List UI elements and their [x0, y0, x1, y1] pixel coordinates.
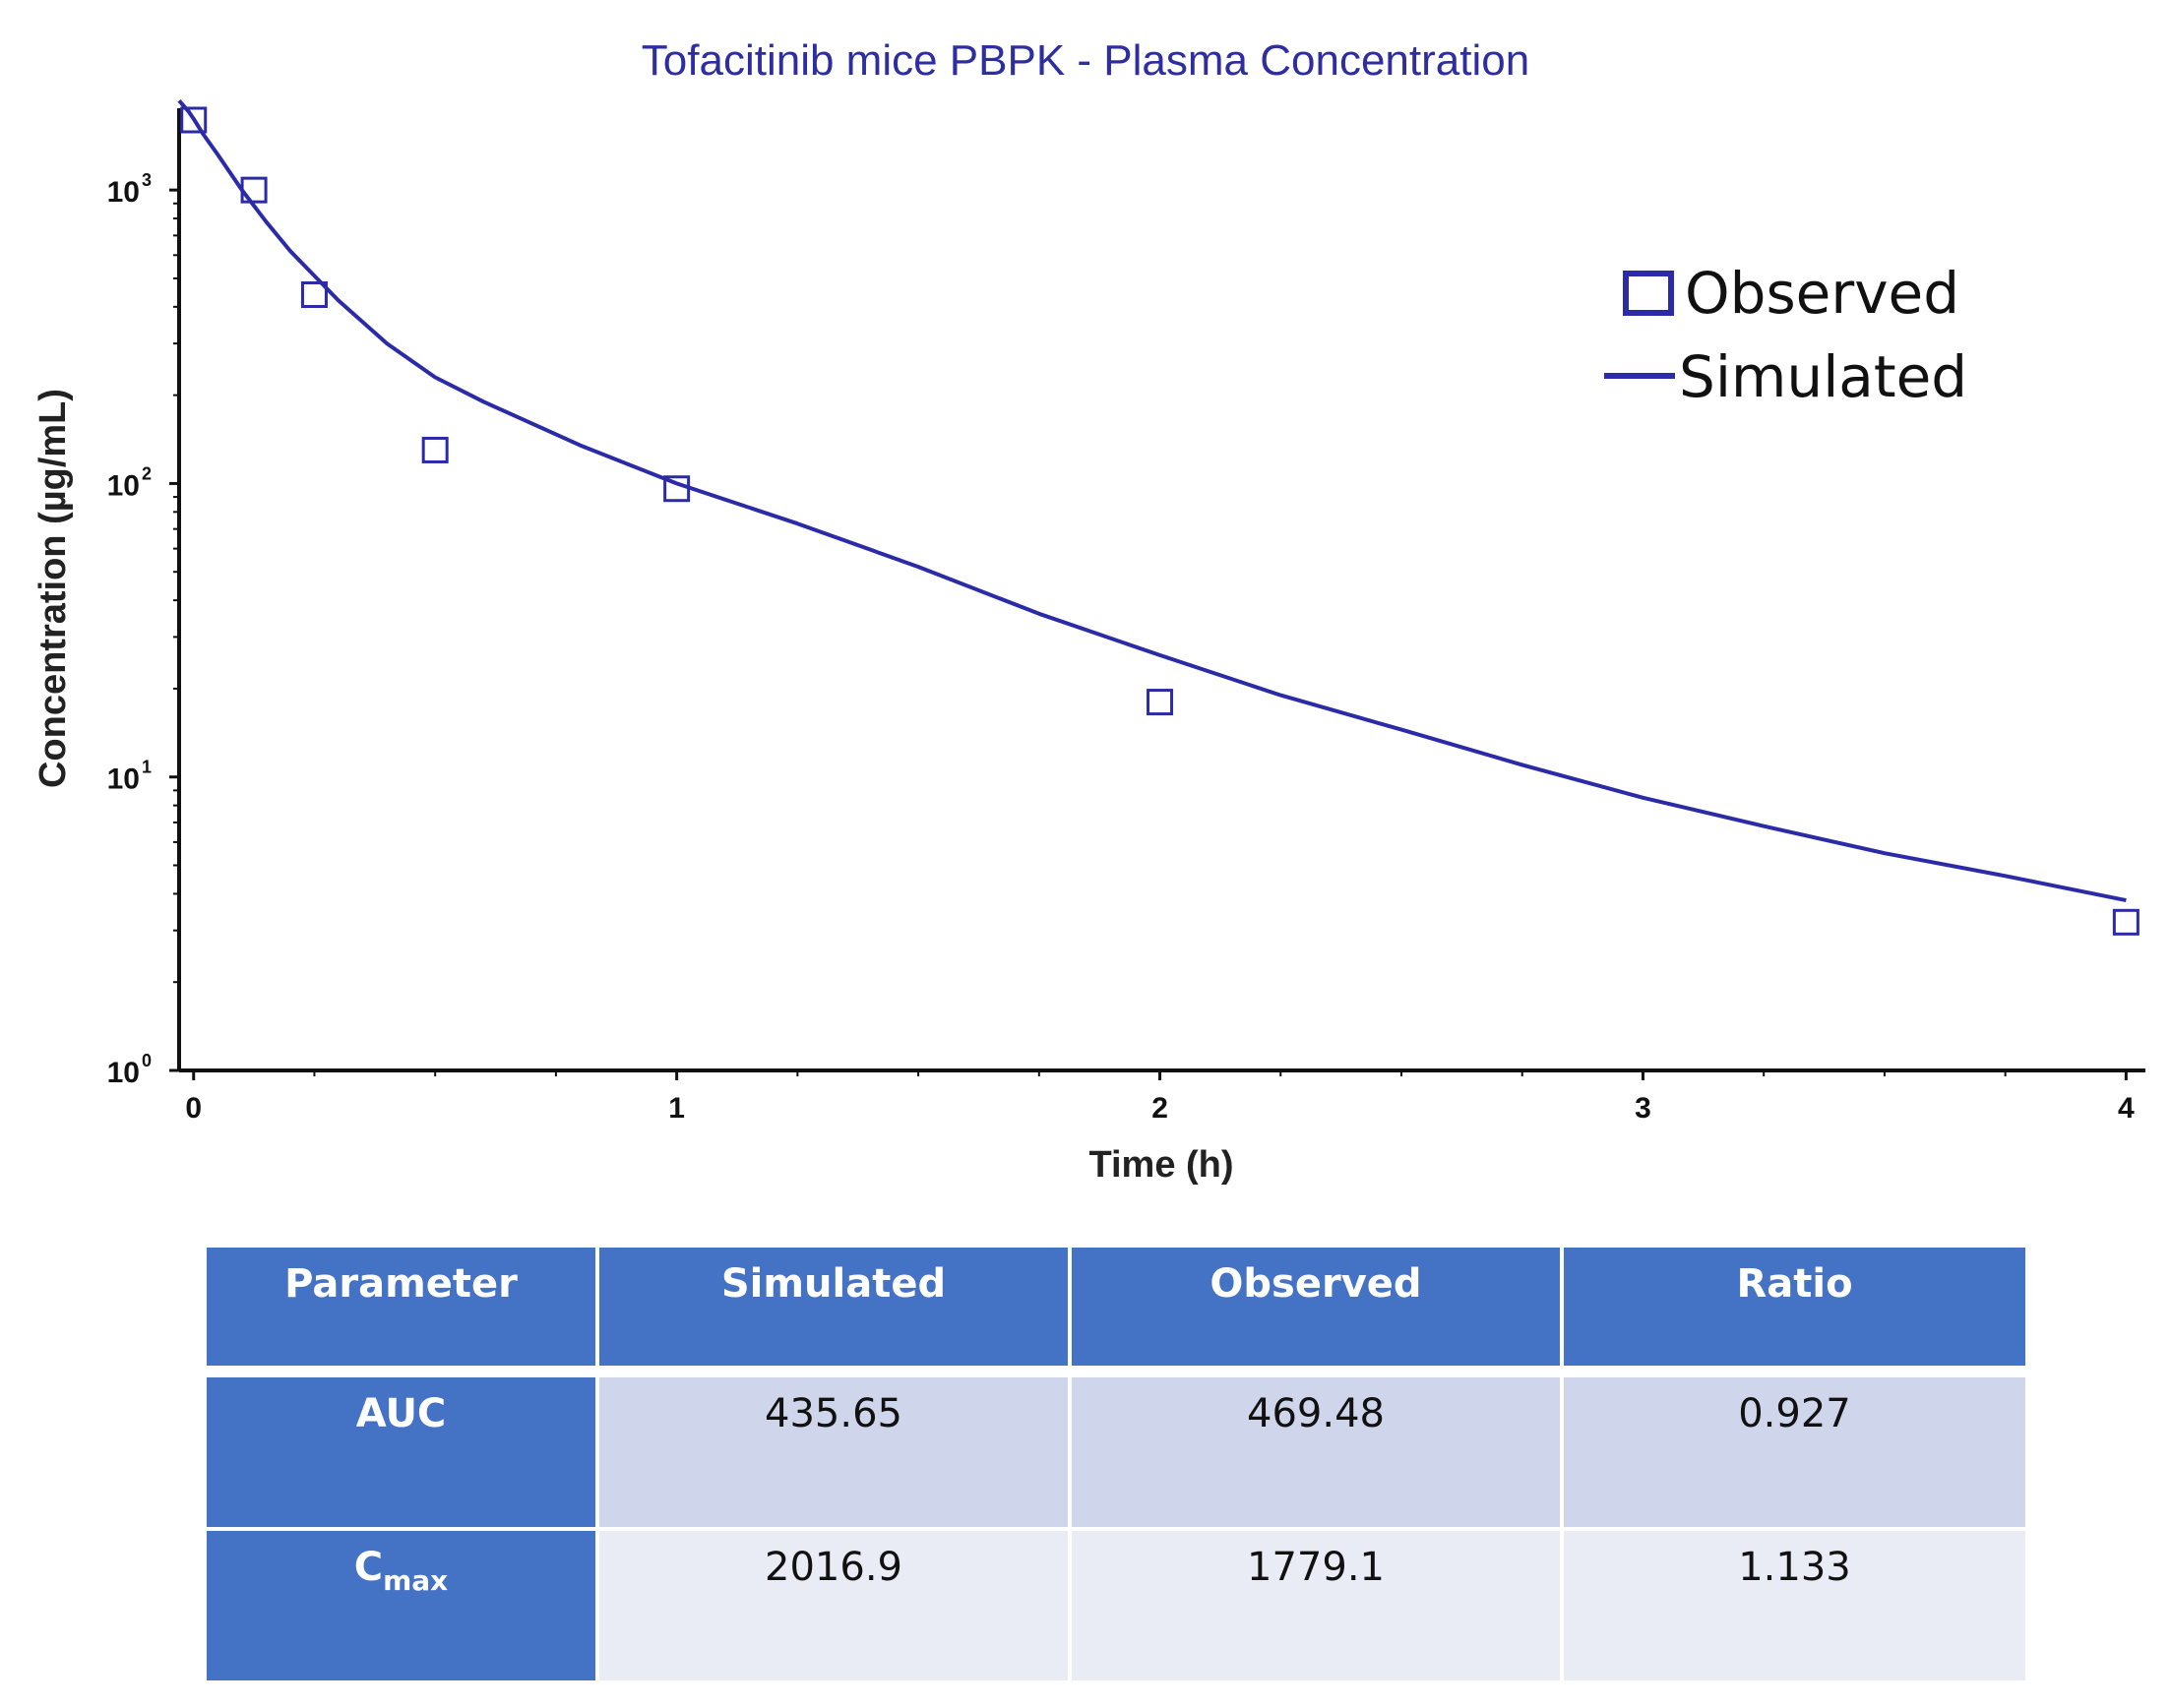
table-row: AUC 435.65 469.48 0.927 [205, 1375, 2027, 1529]
row-observed: 469.48 [1070, 1375, 1562, 1529]
y-axis-title: Concentration (µg/mL) [32, 389, 74, 788]
header-parameter: Parameter [205, 1246, 597, 1375]
y-tick-exponent: 1 [142, 758, 152, 777]
table-header-row: Parameter Simulated Observed Ratio [205, 1246, 2027, 1375]
plot-area [177, 98, 2140, 936]
chart: Tofacitinib mice PBPK - Plasma Concentra… [32, 36, 2145, 1186]
observed-point [1147, 689, 1174, 716]
observed-point [300, 281, 328, 309]
simulated-line [177, 98, 2127, 903]
y-tick-label: 10 [107, 1057, 140, 1089]
y-tick-exponent: 3 [142, 170, 152, 190]
observed-point [240, 176, 268, 204]
parameter-name: AUC [355, 1391, 447, 1436]
observed-point [421, 436, 449, 463]
header-simulated: Simulated [597, 1246, 1070, 1375]
row-observed: 1779.1 [1070, 1529, 1562, 1682]
y-tick-exponent: 2 [142, 463, 152, 483]
x-axis-title: Time (h) [1088, 1144, 1233, 1186]
parameter-subscript: max [383, 1564, 449, 1597]
table-row: Cmax 2016.9 1779.1 1.133 [205, 1529, 2027, 1682]
row-ratio: 0.927 [1562, 1375, 2027, 1529]
row-ratio: 1.133 [1562, 1529, 2027, 1682]
y-tick-label: 10 [107, 763, 140, 796]
row-parameter: Cmax [205, 1529, 597, 1682]
row-simulated: 435.65 [597, 1375, 1070, 1529]
x-tick-label: 4 [2118, 1092, 2135, 1125]
x-tick-label: 1 [668, 1092, 685, 1125]
legend-observed-label: Observed [1685, 260, 1959, 327]
parameter-name: C [353, 1545, 384, 1590]
observed-point [2112, 908, 2140, 936]
legend: Observed Simulated [1604, 260, 1967, 410]
row-parameter: AUC [205, 1375, 597, 1529]
observed-point [180, 106, 208, 134]
y-tick-exponent: 0 [142, 1051, 152, 1070]
chart-title: Tofacitinib mice PBPK - Plasma Concentra… [642, 36, 1529, 85]
x-tick-label: 2 [1151, 1092, 1168, 1125]
stats-table: Parameter Simulated Observed Ratio AUC 4… [205, 1246, 2027, 1682]
y-tick-label: 10 [107, 469, 140, 502]
row-simulated: 2016.9 [597, 1529, 1070, 1682]
y-tick-label: 10 [107, 176, 140, 209]
header-observed: Observed [1070, 1246, 1562, 1375]
x-tick-label: 0 [185, 1092, 202, 1125]
x-tick-label: 3 [1635, 1092, 1651, 1125]
header-ratio: Ratio [1562, 1246, 2027, 1375]
legend-observed-marker [1623, 271, 1674, 316]
observed-point [663, 475, 691, 503]
legend-simulated-label: Simulated [1679, 343, 1967, 410]
